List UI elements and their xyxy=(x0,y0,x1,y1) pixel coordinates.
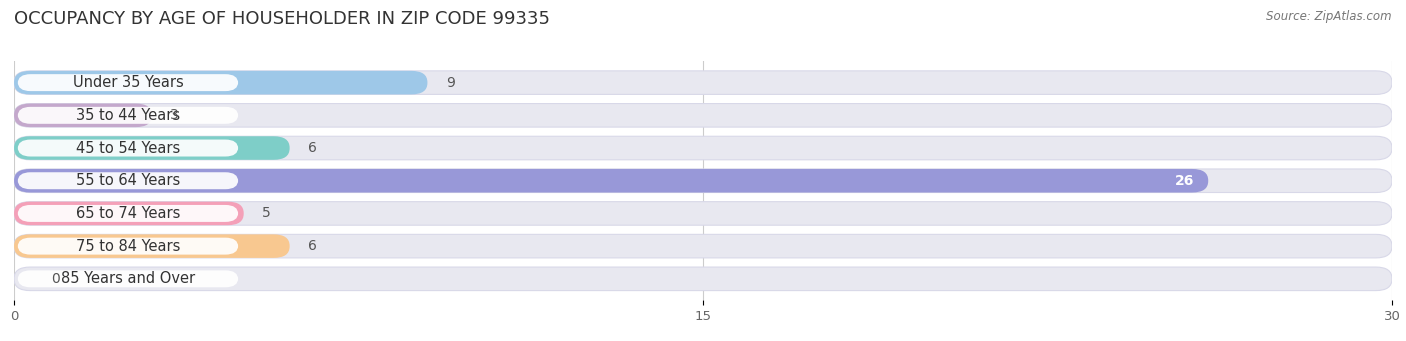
Text: 85 Years and Over: 85 Years and Over xyxy=(60,271,195,286)
FancyBboxPatch shape xyxy=(14,202,1392,225)
Text: 6: 6 xyxy=(308,141,316,155)
Text: 65 to 74 Years: 65 to 74 Years xyxy=(76,206,180,221)
Text: 0: 0 xyxy=(51,272,59,286)
FancyBboxPatch shape xyxy=(18,74,238,91)
FancyBboxPatch shape xyxy=(14,169,1208,193)
FancyBboxPatch shape xyxy=(18,172,238,189)
FancyBboxPatch shape xyxy=(14,71,427,94)
FancyBboxPatch shape xyxy=(14,104,1392,127)
Text: 26: 26 xyxy=(1175,174,1195,188)
FancyBboxPatch shape xyxy=(18,205,238,222)
Text: OCCUPANCY BY AGE OF HOUSEHOLDER IN ZIP CODE 99335: OCCUPANCY BY AGE OF HOUSEHOLDER IN ZIP C… xyxy=(14,10,550,28)
FancyBboxPatch shape xyxy=(18,139,238,157)
FancyBboxPatch shape xyxy=(14,234,1392,258)
FancyBboxPatch shape xyxy=(14,136,290,160)
Text: Under 35 Years: Under 35 Years xyxy=(73,75,183,90)
FancyBboxPatch shape xyxy=(14,104,152,127)
FancyBboxPatch shape xyxy=(14,71,1392,94)
FancyBboxPatch shape xyxy=(14,136,1392,160)
FancyBboxPatch shape xyxy=(18,107,238,124)
Text: 9: 9 xyxy=(446,76,454,90)
FancyBboxPatch shape xyxy=(18,238,238,255)
Text: 35 to 44 Years: 35 to 44 Years xyxy=(76,108,180,123)
FancyBboxPatch shape xyxy=(14,202,243,225)
Text: 55 to 64 Years: 55 to 64 Years xyxy=(76,173,180,188)
FancyBboxPatch shape xyxy=(14,169,1392,193)
FancyBboxPatch shape xyxy=(18,270,238,287)
Text: Source: ZipAtlas.com: Source: ZipAtlas.com xyxy=(1267,10,1392,23)
Text: 6: 6 xyxy=(308,239,316,253)
Text: 5: 5 xyxy=(262,206,271,220)
Text: 75 to 84 Years: 75 to 84 Years xyxy=(76,239,180,254)
Text: 3: 3 xyxy=(170,108,179,122)
FancyBboxPatch shape xyxy=(14,267,1392,291)
FancyBboxPatch shape xyxy=(14,234,290,258)
Text: 45 to 54 Years: 45 to 54 Years xyxy=(76,140,180,155)
